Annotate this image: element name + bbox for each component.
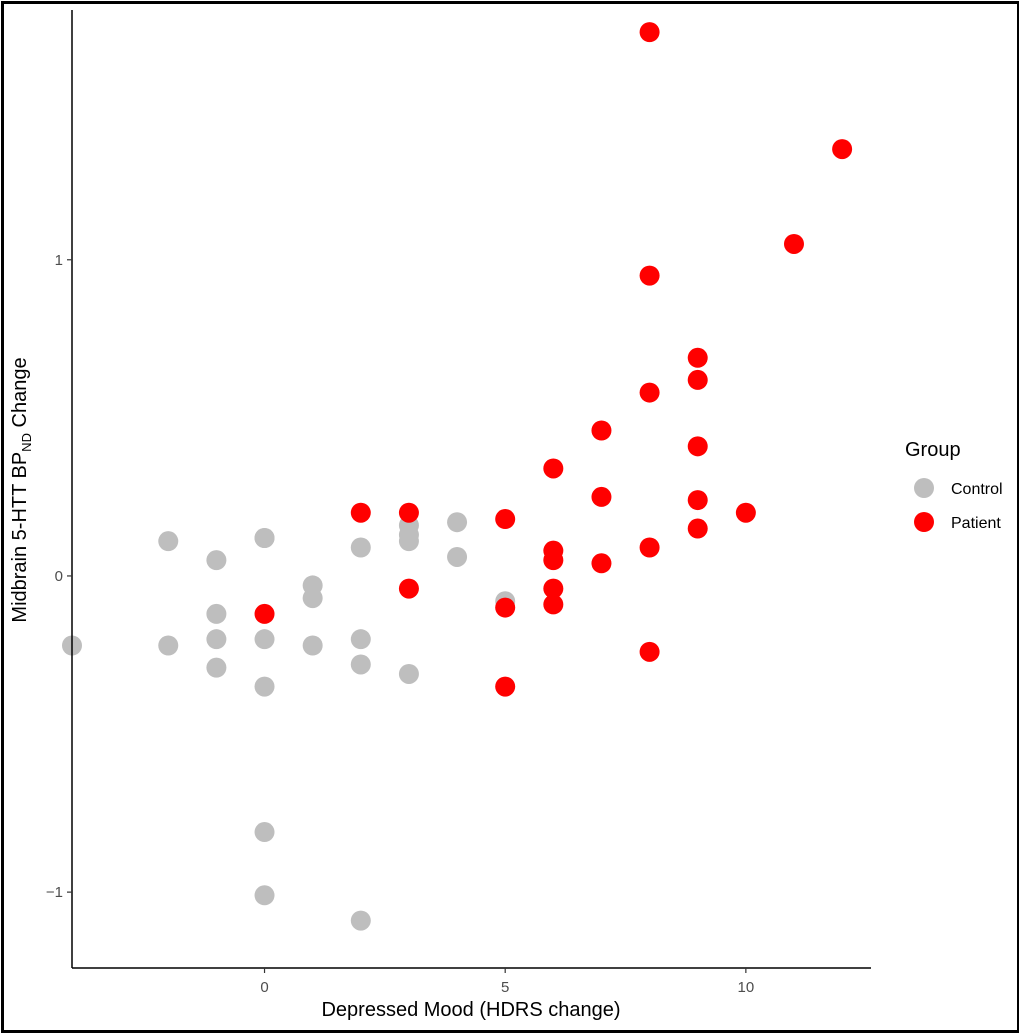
control-point <box>158 635 179 656</box>
legend: Group Control Patient <box>905 439 1003 532</box>
y-axis-title-subscript: ND <box>19 433 34 452</box>
y-axis-title-main: Midbrain 5-HTT BP <box>9 452 31 623</box>
legend-label-patient: Patient <box>951 515 1001 532</box>
x-tick-label: 0 <box>260 979 268 996</box>
x-axis-title: Depressed Mood (HDRS change) <box>321 999 620 1021</box>
patient-point <box>687 347 708 368</box>
control-point <box>206 550 227 571</box>
control-point <box>254 822 275 843</box>
control-point <box>254 629 275 650</box>
y-axis-title-suffix: Change <box>9 357 31 433</box>
patient-point <box>398 578 419 599</box>
patient-point <box>350 502 371 523</box>
y-axis-title: Midbrain 5-HTT BPND Change <box>9 357 34 622</box>
patient-point <box>687 436 708 457</box>
control-point <box>447 512 468 533</box>
control-point <box>254 676 275 697</box>
patient-point <box>495 509 516 530</box>
control-point <box>302 635 323 656</box>
patient-point <box>832 139 853 160</box>
control-point <box>206 629 227 650</box>
y-tick-label: 0 <box>55 568 63 585</box>
control-point <box>302 588 323 609</box>
patient-point <box>687 369 708 390</box>
control-point <box>206 603 227 624</box>
control-point <box>350 910 371 931</box>
control-point <box>206 657 227 678</box>
patient-point <box>735 502 756 523</box>
x-tick-label: 5 <box>501 979 509 996</box>
patient-point <box>495 676 516 697</box>
legend-key-patient <box>914 512 934 532</box>
patient-point <box>543 594 564 615</box>
patient-point <box>639 382 660 403</box>
control-point <box>350 654 371 675</box>
patient-point <box>591 420 612 441</box>
legend-label-control: Control <box>951 481 1003 498</box>
control-point <box>350 629 371 650</box>
patient-point <box>783 233 804 254</box>
patient-point <box>591 486 612 507</box>
points-layer <box>62 22 853 931</box>
patient-point <box>639 265 660 286</box>
patient-point <box>398 502 419 523</box>
control-point <box>398 663 419 684</box>
legend-items: Control Patient <box>914 478 1003 532</box>
legend-title: Group <box>905 439 961 461</box>
legend-key-control <box>914 478 934 498</box>
patient-point <box>543 578 564 599</box>
patient-point <box>543 550 564 571</box>
x-tick-label: 10 <box>738 979 755 996</box>
patient-point <box>687 518 708 539</box>
control-point <box>447 546 468 567</box>
control-point <box>254 528 275 549</box>
patient-point <box>687 490 708 511</box>
patient-point <box>543 458 564 479</box>
patient-point <box>639 22 660 43</box>
patient-point <box>639 641 660 662</box>
x-axis-ticks: 0 5 10 <box>260 968 754 996</box>
patient-point <box>495 597 516 618</box>
control-point <box>398 531 419 552</box>
y-tick-label: 1 <box>55 252 63 269</box>
patient-point <box>591 553 612 574</box>
control-point <box>254 885 275 906</box>
y-tick-label: −1 <box>46 884 63 901</box>
y-axis-ticks: −1 0 1 <box>46 252 72 901</box>
control-point <box>350 537 371 558</box>
patient-point <box>254 603 275 624</box>
control-point <box>158 531 179 552</box>
patient-point <box>639 537 660 558</box>
